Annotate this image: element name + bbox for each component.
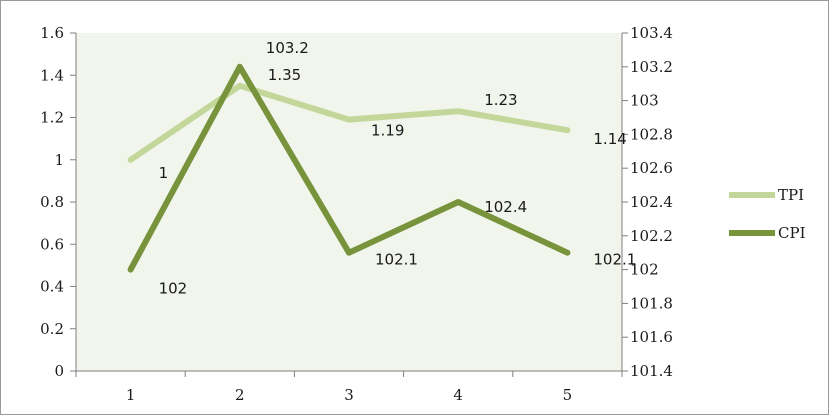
y-right-tick-label: 102.8 (630, 125, 673, 143)
series-line-tpi (127, 82, 571, 163)
y-left-tick-label: 0 (54, 362, 64, 380)
y-right-tick-label: 102 (630, 261, 659, 279)
y-left-tick-label: 0.6 (40, 235, 64, 253)
y-right-tick-label: 103 (630, 92, 659, 110)
x-tick-label: 2 (235, 386, 245, 404)
y-right-tick-label: 102.4 (630, 193, 673, 211)
data-label-cpi: 102.1 (593, 251, 636, 269)
y-left-tick-label: 1.2 (40, 109, 64, 127)
data-label-tpi: 1.23 (484, 91, 517, 109)
y-left-tick-label: 0.4 (40, 278, 64, 296)
legend-label-tpi: TPI (778, 186, 804, 204)
x-tick-label: 1 (126, 386, 136, 404)
y-right-tick-label: 101.8 (630, 294, 673, 312)
data-label-tpi: 1.19 (371, 122, 404, 140)
axes: 0 0.2 0.4 0.6 0.8 1 1.2 1.4 1.6 101.4 101.6 101.8 10… (40, 24, 673, 404)
y-left-tick-label: 0.2 (40, 320, 64, 338)
y-right-tick-label: 102.6 (630, 159, 673, 177)
legend-label-cpi: CPI (778, 224, 806, 242)
data-label-cpi: 102 (159, 280, 188, 298)
y-right-tick-label: 101.6 (630, 328, 673, 346)
x-tick-label: 5 (563, 386, 573, 404)
data-label-tpi: 1.35 (268, 66, 301, 84)
y-left-tick-label: 1.4 (40, 66, 64, 84)
x-tick-label: 4 (453, 386, 463, 404)
data-label-cpi: 103.2 (266, 39, 309, 57)
y-left-tick-label: 1 (54, 151, 64, 169)
y-right-tick-label: 103.4 (630, 24, 673, 42)
plot-area (76, 33, 622, 371)
data-label-tpi: 1 (159, 164, 169, 182)
y-left-tick-label: 1.6 (40, 24, 64, 42)
y-right-tick-label: 103.2 (630, 58, 673, 76)
series-layer (127, 63, 571, 273)
y-right-tick-label: 102.2 (630, 227, 673, 245)
data-labels: 1 1.35 1.19 1.23 1.14 102 103.2 102.1 102.4 102.1 (159, 39, 637, 298)
y-right-tick-label: 101.4 (630, 362, 673, 380)
data-label-tpi: 1.14 (593, 130, 626, 148)
data-label-cpi: 102.1 (375, 251, 418, 269)
legend: TPI CPI (729, 186, 806, 242)
data-label-cpi: 102.4 (484, 198, 527, 216)
series-line-cpi (127, 63, 571, 273)
x-tick-label: 3 (344, 386, 354, 404)
y-left-tick-label: 0.8 (40, 193, 64, 211)
